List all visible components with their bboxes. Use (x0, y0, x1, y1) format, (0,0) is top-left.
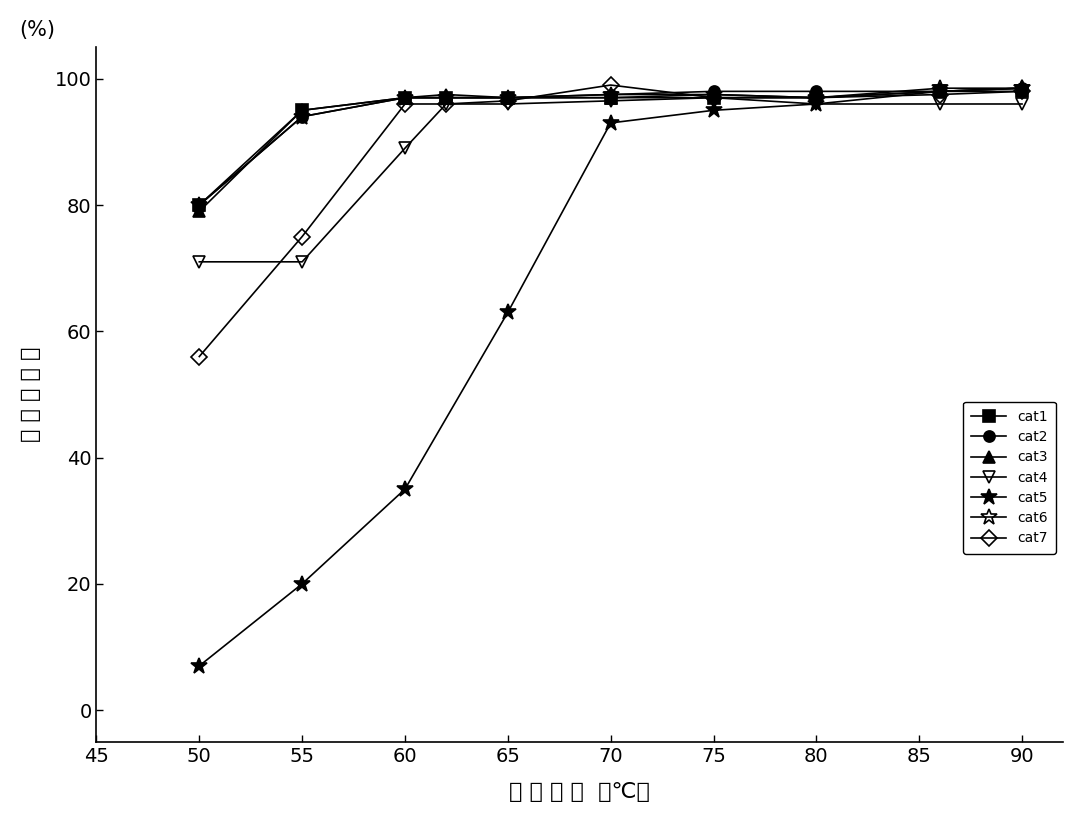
cat1 (440, 93, 453, 103)
cat5 (296, 579, 309, 588)
cat5 (399, 484, 412, 494)
cat2 (933, 86, 946, 96)
cat2 (440, 93, 453, 103)
cat1 (193, 200, 206, 210)
cat4 (707, 93, 720, 103)
Line: cat4: cat4 (194, 92, 1028, 267)
cat2 (501, 93, 514, 103)
cat7 (440, 99, 453, 109)
cat6 (1016, 83, 1029, 93)
Line: cat5: cat5 (191, 80, 1031, 674)
cat4 (399, 143, 412, 153)
Y-axis label: 乙 厘 转 化 率: 乙 厘 转 化 率 (21, 346, 41, 442)
cat4 (440, 99, 453, 109)
cat3 (707, 90, 720, 100)
Line: cat6: cat6 (191, 80, 1031, 213)
cat6 (501, 93, 514, 103)
cat4 (933, 99, 946, 109)
cat7 (933, 90, 946, 100)
cat2 (193, 200, 206, 210)
Legend: cat1, cat2, cat3, cat4, cat5, cat6, cat7: cat1, cat2, cat3, cat4, cat5, cat6, cat7 (963, 402, 1056, 554)
cat3 (810, 93, 823, 103)
cat3 (296, 105, 309, 115)
cat6 (810, 93, 823, 103)
cat7 (707, 93, 720, 103)
cat5 (933, 86, 946, 96)
cat5 (810, 99, 823, 109)
cat6 (399, 93, 412, 103)
cat2 (810, 86, 823, 96)
cat1 (501, 93, 514, 103)
cat4 (501, 99, 514, 109)
cat3 (933, 86, 946, 96)
cat7 (501, 96, 514, 106)
cat7 (296, 231, 309, 241)
cat3 (604, 93, 617, 103)
cat4 (296, 257, 309, 267)
cat7 (1016, 86, 1029, 96)
Line: cat7: cat7 (194, 80, 1028, 362)
cat4 (604, 96, 617, 106)
cat3 (399, 93, 412, 103)
cat1 (604, 93, 617, 103)
cat3 (1016, 83, 1029, 93)
cat6 (933, 83, 946, 93)
cat3 (440, 90, 453, 100)
cat6 (604, 90, 617, 100)
Line: cat3: cat3 (194, 82, 1028, 217)
cat5 (707, 105, 720, 115)
cat1 (707, 93, 720, 103)
cat5 (501, 308, 514, 318)
X-axis label: 反 应 温 度  （℃）: 反 应 温 度 （℃） (509, 782, 650, 802)
cat2 (707, 86, 720, 96)
cat7 (604, 80, 617, 90)
cat1 (296, 105, 309, 115)
cat4 (810, 99, 823, 109)
cat4 (193, 257, 206, 267)
cat6 (440, 93, 453, 103)
cat6 (193, 200, 206, 210)
cat5 (604, 118, 617, 128)
cat2 (604, 90, 617, 100)
cat1 (810, 93, 823, 103)
cat3 (501, 93, 514, 103)
cat2 (1016, 83, 1029, 93)
cat5 (1016, 83, 1029, 93)
Line: cat2: cat2 (194, 82, 1028, 211)
cat2 (399, 93, 412, 103)
Line: cat1: cat1 (194, 86, 1028, 211)
cat7 (193, 351, 206, 361)
Text: (%): (%) (20, 21, 55, 40)
cat7 (810, 93, 823, 103)
cat1 (399, 93, 412, 103)
cat1 (1016, 86, 1029, 96)
cat5 (193, 661, 206, 671)
cat1 (933, 86, 946, 96)
cat2 (296, 112, 309, 122)
cat6 (296, 112, 309, 122)
cat3 (193, 207, 206, 216)
cat6 (707, 90, 720, 100)
cat7 (399, 99, 412, 109)
cat4 (1016, 99, 1029, 109)
